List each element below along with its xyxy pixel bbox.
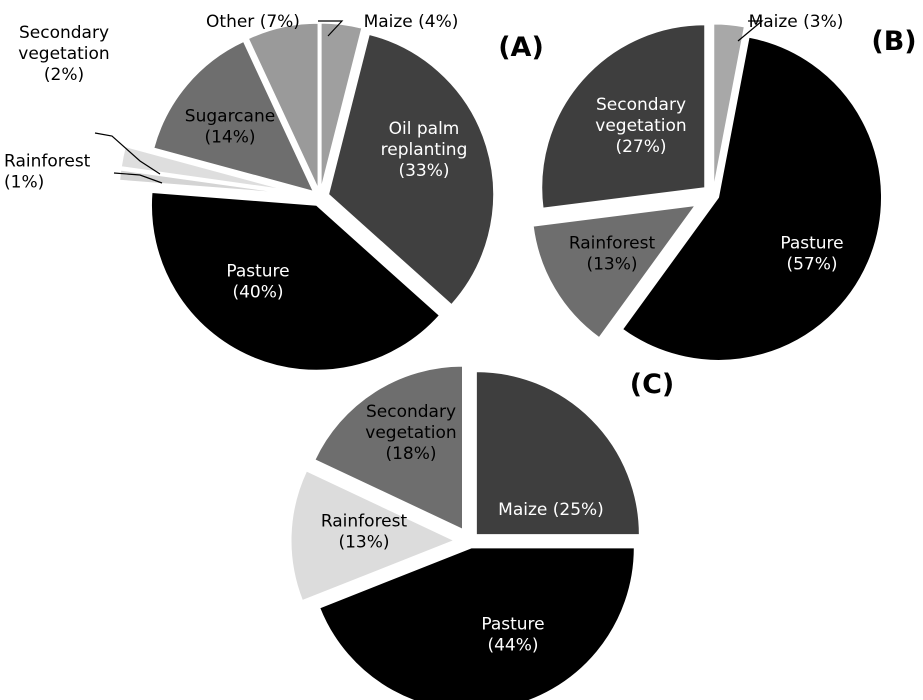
data-label-secondary-vegetation: Secondary vegetation (27%) <box>595 95 686 157</box>
data-label-maize: Maize (4%) <box>364 12 459 32</box>
pie-chart-c: Maize (25%) Pasture (44%) Rainforest (13%) Se… <box>290 365 640 700</box>
pie-slice-pasture <box>622 36 882 361</box>
panel-label-b: (B) <box>871 26 916 57</box>
data-label-secondary-vegetation: Secondary vegetation (18%) <box>365 402 456 464</box>
pie-slice-secondary-vegetation <box>314 365 463 530</box>
data-label-oil-palm-replanting: Oil palm replanting (33%) <box>381 119 468 181</box>
data-label-other: Other (7%) <box>206 12 300 32</box>
pie-slice-secondary-vegetation <box>120 146 285 191</box>
pie-slice-maize <box>713 23 745 188</box>
pie-slice-oil-palm-replanting <box>328 33 495 306</box>
panel-label-c: (C) <box>630 369 675 400</box>
data-label-maize: Maize (3%) <box>749 12 844 32</box>
leader-line-maize <box>318 20 344 37</box>
pie-slice-pasture <box>150 191 441 371</box>
pie-slice-rainforest <box>532 205 697 339</box>
leader-line-secondary-vegetation <box>94 132 161 175</box>
pie-slice-rainforest <box>290 470 456 602</box>
pie-chart-a: Maize (4%) Oil palm replanting (33%) Pasture… <box>4 12 495 371</box>
leader-line-rainforest <box>113 172 163 184</box>
pie-slice-maize <box>320 22 363 189</box>
pie-slice-sugarcane <box>153 40 315 192</box>
leader-line-maize <box>737 20 764 42</box>
data-label-pasture: Pasture (40%) <box>226 262 289 303</box>
pie-slice-secondary-vegetation <box>541 24 706 209</box>
data-label-rainforest: Rainforest (13%) <box>321 512 408 553</box>
data-label-secondary-vegetation: Secondary vegetation (2%) <box>18 23 109 85</box>
data-label-rainforest: Rainforest (1%) <box>4 152 91 193</box>
data-label-rainforest: Rainforest (13%) <box>569 234 656 275</box>
data-label-pasture: Pasture (57%) <box>780 234 843 275</box>
pie-slice-rainforest <box>119 169 285 194</box>
pie-slice-other <box>247 22 319 189</box>
pie-slice-maize <box>475 371 640 536</box>
pie-slice-pasture <box>319 547 635 700</box>
data-label-pasture: Pasture (44%) <box>481 615 544 656</box>
panel-label-a: (A) <box>498 32 544 63</box>
data-label-maize: Maize (25%) <box>498 500 604 520</box>
data-label-sugarcane: Sugarcane (14%) <box>185 107 275 148</box>
pie-chart-b: Maize (3%) Pasture (57%) Rainforest (13%) Sec… <box>532 12 882 361</box>
